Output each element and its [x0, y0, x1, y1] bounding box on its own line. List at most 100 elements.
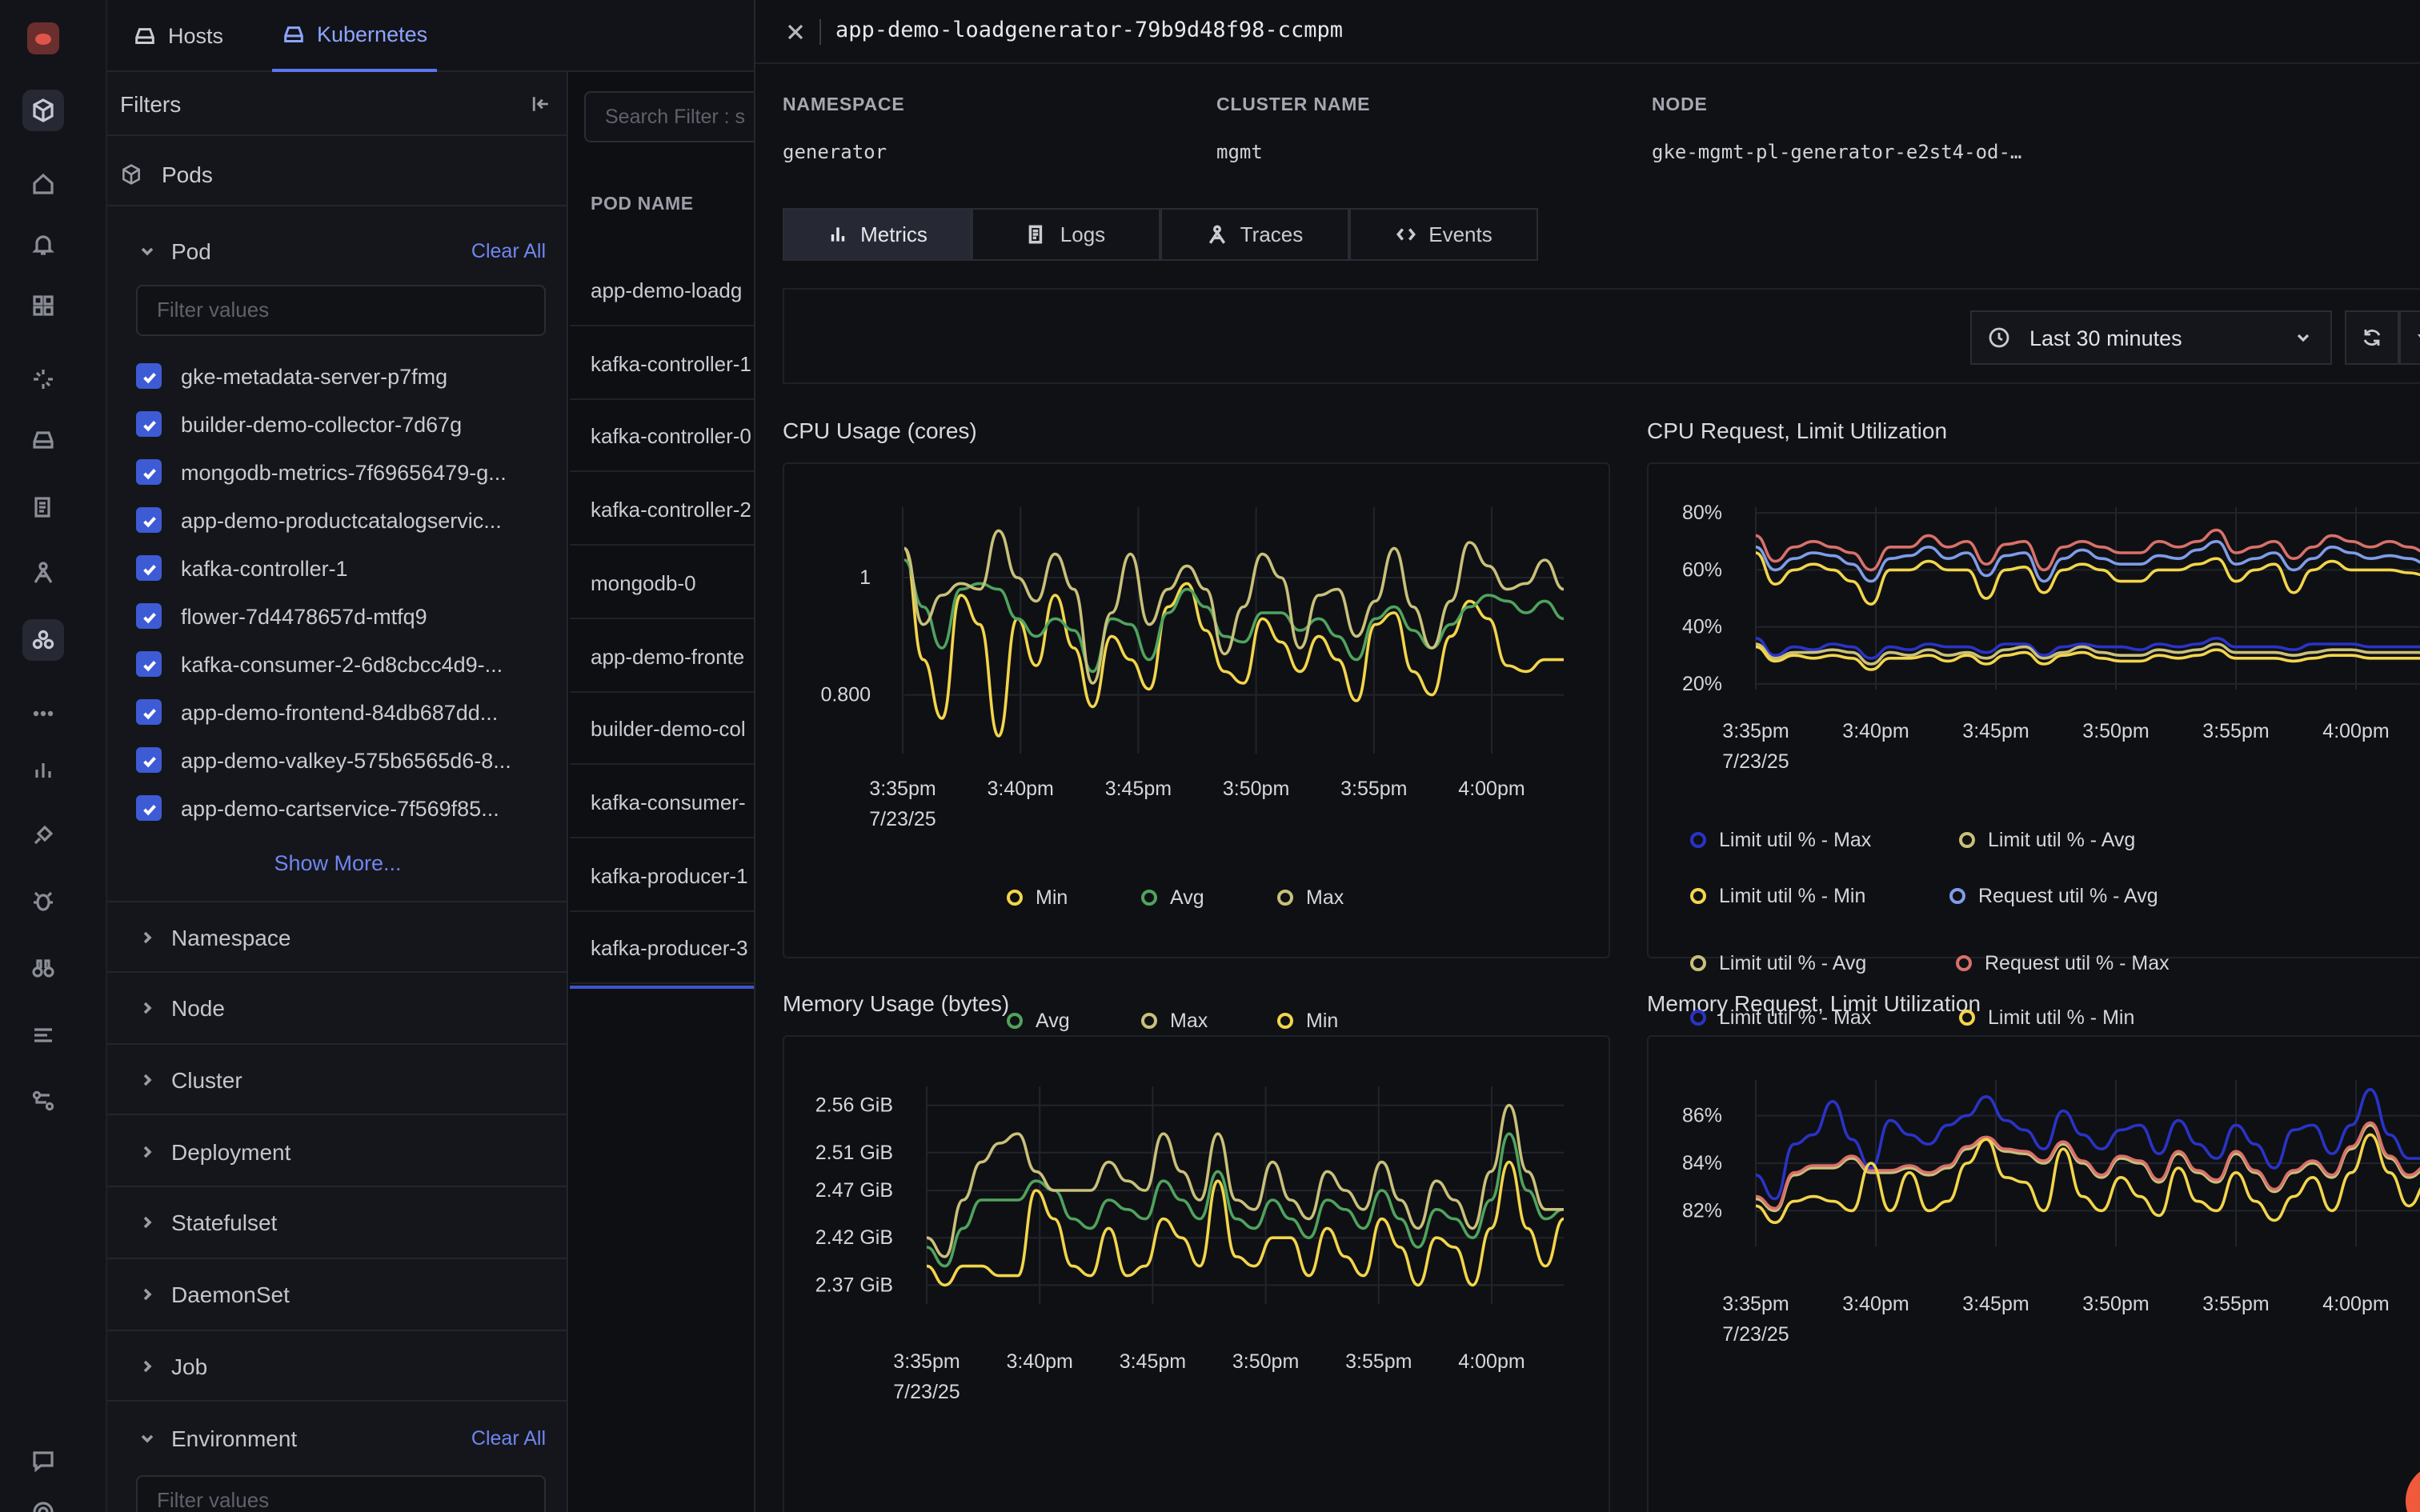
tab-kubernetes[interactable]: Kubernetes: [272, 0, 438, 72]
pod-filter-option[interactable]: builder-demo-collector-7d67g: [136, 406, 462, 442]
refresh-button[interactable]: [2345, 310, 2399, 365]
pod-filter-option[interactable]: app-demo-valkey-575b6565d6-8...: [136, 742, 511, 778]
pod-list-row[interactable]: builder-demo-col: [570, 693, 819, 766]
legend-item[interactable]: Request util % - Avg: [1949, 885, 2158, 907]
checkbox-checked[interactable]: [136, 651, 162, 677]
series-line: [1755, 636, 2420, 660]
checkbox-checked[interactable]: [136, 699, 162, 725]
logs-scroll-icon[interactable]: [22, 486, 64, 528]
pod-filter-option[interactable]: kafka-controller-1: [136, 550, 348, 586]
sparkle-icon[interactable]: [22, 358, 64, 400]
pod-filter-option[interactable]: app-demo-productcatalogservic...: [136, 502, 502, 538]
tab-hosts[interactable]: Hosts: [123, 0, 233, 72]
legend-item[interactable]: Limit util % - Max: [1690, 1006, 1871, 1029]
binoculars-icon[interactable]: [22, 947, 64, 989]
pod-filter-option[interactable]: gke-metadata-server-p7fmg: [136, 358, 447, 394]
pod-filter-option[interactable]: mongodb-metrics-7f69656479-g...: [136, 454, 507, 490]
x-tick-label: 3:45pm: [1962, 720, 2029, 742]
legend-marker: [1690, 888, 1706, 904]
dashboards-grid-icon[interactable]: [22, 285, 64, 326]
legend-item[interactable]: Min: [1277, 1010, 1338, 1032]
feedback-chat-icon[interactable]: [22, 1440, 64, 1482]
pod-list-row[interactable]: kafka-consumer-: [570, 766, 819, 838]
metrics-bar-icon[interactable]: [22, 749, 64, 790]
app-logo[interactable]: [27, 22, 59, 54]
close-icon[interactable]: [786, 22, 805, 42]
show-more-link[interactable]: Show More...: [274, 851, 402, 875]
pod-list-row[interactable]: kafka-producer-1: [570, 839, 819, 912]
kubernetes-cluster-icon[interactable]: [22, 619, 64, 661]
tab-traces[interactable]: Traces: [1160, 208, 1349, 261]
time-range-select[interactable]: Last 30 minutes: [1970, 310, 2332, 365]
legend-item[interactable]: Max: [1141, 1010, 1208, 1032]
list-lines-icon[interactable]: [22, 1014, 64, 1056]
chart-title: CPU Usage (cores): [783, 418, 977, 443]
chevron-right-icon: [143, 1288, 152, 1301]
legend-item[interactable]: Max: [1277, 886, 1344, 909]
pod-list-row[interactable]: mongodb-0: [570, 547, 819, 619]
filter-section-namespace[interactable]: Namespace: [107, 902, 568, 973]
hosts-drive-icon[interactable]: [22, 419, 64, 461]
checkbox-checked[interactable]: [136, 747, 162, 773]
pod-filter-option[interactable]: app-demo-frontend-84db687dd...: [136, 694, 498, 730]
legend-label: Avg: [1036, 1010, 1070, 1032]
checkbox-checked[interactable]: [136, 411, 162, 437]
pod-list-row[interactable]: kafka-controller-2: [570, 474, 819, 546]
pod-filter-option[interactable]: app-demo-cartservice-7f569f85...: [136, 790, 499, 826]
pod-list-row[interactable]: kafka-controller-0: [570, 401, 819, 473]
legend-item[interactable]: Limit util % - Min: [1959, 1006, 2134, 1029]
collapse-panel-icon[interactable]: [530, 92, 552, 114]
checkbox-checked[interactable]: [136, 795, 162, 821]
pod-filter-option[interactable]: flower-7d4478657d-mtfq9: [136, 598, 427, 634]
tab-metrics[interactable]: Metrics: [783, 208, 972, 261]
pod-list-row[interactable]: app-demo-fronte: [570, 620, 819, 692]
series-line: [1755, 539, 2420, 583]
filter-section-deployment[interactable]: Deployment: [107, 1117, 568, 1188]
checkbox-checked[interactable]: [136, 459, 162, 485]
settings-gear-icon[interactable]: [22, 1501, 64, 1512]
legend-item[interactable]: Avg: [1007, 1010, 1070, 1032]
legend-item[interactable]: Limit util % - Max: [1690, 829, 1871, 851]
pod-list-row[interactable]: kafka-producer-3: [570, 913, 819, 985]
pod-list-row[interactable]: kafka-controller-1: [570, 327, 819, 400]
pod-name-column-header[interactable]: POD NAME: [591, 195, 694, 214]
k8s-cube-icon[interactable]: [22, 90, 64, 131]
filter-section-node[interactable]: Node: [107, 974, 568, 1045]
filter-section-statefulset[interactable]: Statefulset: [107, 1189, 568, 1259]
pipelines-icon[interactable]: [22, 1080, 64, 1122]
filter-section-daemonset[interactable]: DaemonSet: [107, 1260, 568, 1330]
environment-filter-input[interactable]: Filter values: [136, 1475, 546, 1512]
resource-type-pods[interactable]: Pods: [162, 161, 213, 186]
environment-section-header[interactable]: Environment Clear All: [107, 1403, 568, 1474]
alerts-bell-icon[interactable]: [22, 224, 64, 266]
checkbox-checked[interactable]: [136, 555, 162, 581]
pod-section-header[interactable]: Pod Clear All: [107, 216, 568, 286]
more-dots-icon[interactable]: [22, 693, 64, 734]
checkbox-checked[interactable]: [136, 507, 162, 533]
legend-item[interactable]: Request util % - Max: [1956, 952, 2170, 974]
pod-list-row[interactable]: app-demo-loadg: [570, 254, 819, 326]
legend-item[interactable]: Limit util % - Min: [1690, 885, 1865, 907]
legend-item[interactable]: Avg: [1141, 886, 1204, 909]
tab-events[interactable]: Events: [1349, 208, 1538, 261]
filter-section-job[interactable]: Job: [107, 1331, 568, 1402]
checkbox-checked[interactable]: [136, 363, 162, 389]
filter-section-cluster[interactable]: Cluster: [107, 1046, 568, 1116]
legend-item[interactable]: Limit util % - Avg: [1959, 829, 2135, 851]
legend-item[interactable]: Limit util % - Avg: [1690, 952, 1866, 974]
pod-filter-input[interactable]: Filter values: [136, 285, 546, 336]
refresh-options-button[interactable]: [2399, 310, 2420, 365]
traces-icon[interactable]: [22, 552, 64, 594]
home-icon[interactable]: [22, 163, 64, 205]
integrations-plug-icon[interactable]: [22, 814, 64, 856]
tab-logs[interactable]: Logs: [972, 208, 1160, 261]
x-tick-label: 3:35pm: [869, 778, 936, 800]
chevron-right-icon: [143, 1217, 152, 1229]
environment-clear-all-link[interactable]: Clear All: [471, 1427, 546, 1450]
checkbox-checked[interactable]: [136, 603, 162, 629]
pod-filter-option[interactable]: kafka-consumer-2-6d8cbcc4d9-...: [136, 646, 503, 682]
bug-icon[interactable]: [22, 880, 64, 922]
pod-clear-all-link[interactable]: Clear All: [471, 240, 546, 262]
pod-search-input[interactable]: Search Filter : s: [584, 91, 824, 142]
legend-item[interactable]: Min: [1007, 886, 1068, 909]
